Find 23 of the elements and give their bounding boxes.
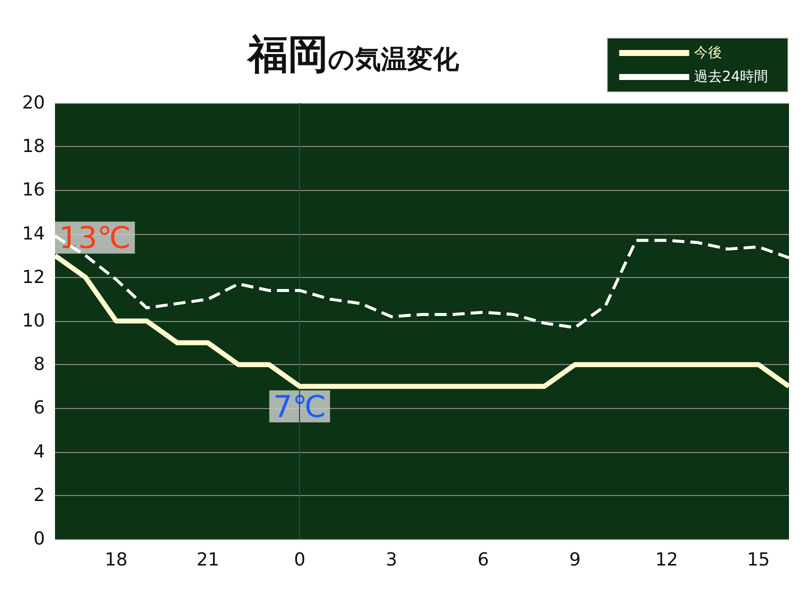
x-tick-label: 18 xyxy=(104,550,128,570)
legend-label: 今後 xyxy=(694,45,722,61)
x-tick-label: 15 xyxy=(746,550,770,570)
y-tick-label: 8 xyxy=(34,354,45,376)
x-tick-label: 9 xyxy=(569,550,581,570)
y-tick-label: 18 xyxy=(22,136,45,158)
x-tick-label: 6 xyxy=(477,550,489,570)
annotation: 13℃ xyxy=(59,221,131,256)
x-tick-label: 3 xyxy=(386,550,398,570)
y-tick-label: 12 xyxy=(22,266,45,288)
y-tick-label: 20 xyxy=(22,92,45,114)
y-tick-label: 14 xyxy=(22,223,45,244)
chart-title: 福岡の気温変化 xyxy=(246,32,460,78)
x-tick-label: 21 xyxy=(196,550,220,570)
legend-label: 過去24時間 xyxy=(694,69,768,85)
y-tick-label: 0 xyxy=(34,528,45,550)
y-tick-label: 16 xyxy=(22,180,45,201)
y-tick-label: 2 xyxy=(34,484,45,506)
y-tick-label: 10 xyxy=(22,310,45,332)
x-tick-label: 0 xyxy=(294,550,306,570)
x-tick-label: 12 xyxy=(655,550,678,570)
y-tick-label: 6 xyxy=(34,398,45,419)
y-tick-label: 4 xyxy=(34,441,45,462)
